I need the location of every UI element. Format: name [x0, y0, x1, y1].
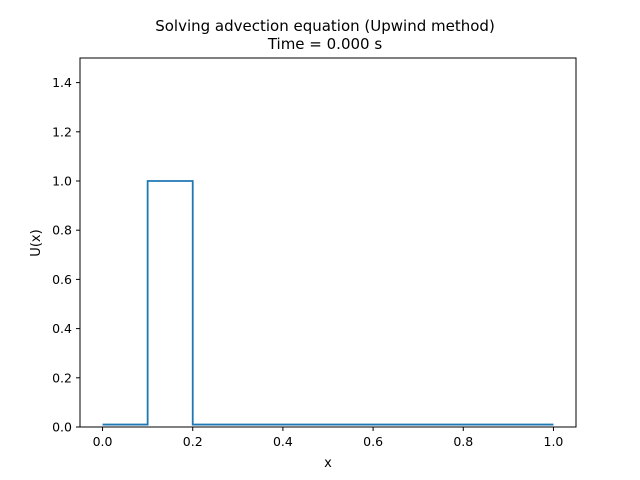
x-axis-label: x: [324, 456, 332, 471]
x-tick-label: 1.0: [544, 434, 564, 449]
y-tick-label: 1.2: [52, 124, 72, 139]
x-tick-label: 0.0: [93, 434, 113, 449]
chart-subtitle: Time = 0.000 s: [267, 35, 383, 53]
y-tick-label: 0.6: [52, 272, 72, 287]
y-axis-label: U(x): [29, 229, 44, 256]
chart-title: Solving advection equation (Upwind metho…: [155, 17, 495, 35]
x-tick-label: 0.2: [183, 434, 203, 449]
y-tick-label: 0.0: [52, 420, 72, 435]
axis-ticks: 0.0 0.2 0.4 0.6 0.8 1.0 0.0 0.2 0.4 0.6 0.8 1.0 1.2 1…: [52, 75, 563, 449]
y-tick-label: 1.0: [52, 174, 72, 189]
x-tick-label: 0.8: [453, 434, 473, 449]
axes-frame: [79, 57, 577, 428]
y-tick-label: 0.2: [52, 370, 72, 385]
series-line-0: [102, 180, 554, 426]
y-tick-label: 0.4: [52, 321, 72, 336]
x-tick-label: 0.6: [363, 434, 383, 449]
plot-area: [102, 180, 554, 426]
y-tick-label: 0.8: [52, 223, 72, 238]
x-tick-label: 0.4: [273, 434, 293, 449]
y-tick-label: 1.4: [52, 75, 72, 90]
